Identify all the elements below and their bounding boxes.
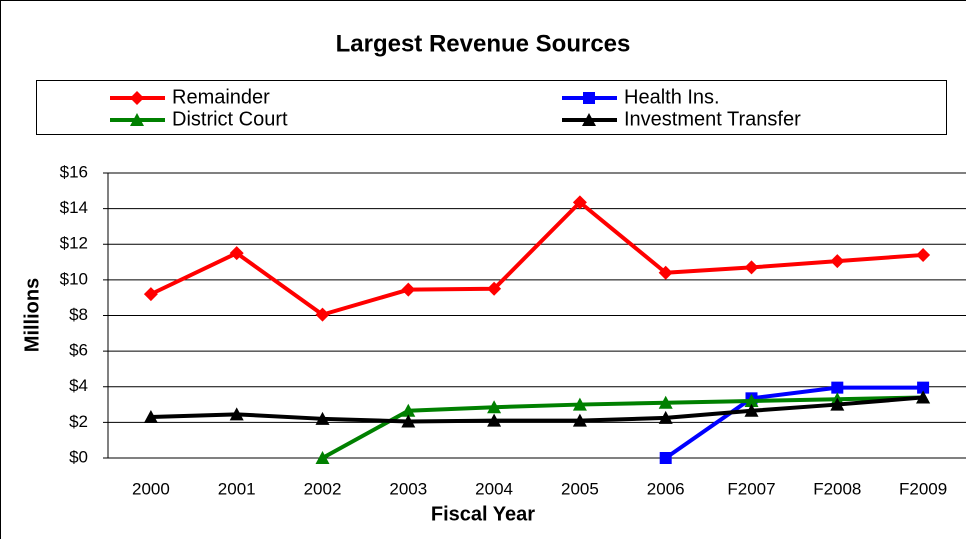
y-tick-label: $4 <box>69 376 88 395</box>
data-point <box>229 246 244 261</box>
data-point <box>916 247 931 262</box>
data-point <box>659 452 672 464</box>
data-point <box>143 410 158 424</box>
x-tick-label: F2007 <box>727 479 775 498</box>
data-point <box>658 410 673 424</box>
x-tick-label: 2006 <box>647 479 685 498</box>
data-point <box>143 287 158 302</box>
data-point <box>744 394 759 407</box>
data-point <box>315 307 330 322</box>
x-axis-title: Fiscal Year <box>431 503 535 525</box>
data-point <box>831 381 844 394</box>
series-line <box>150 200 924 317</box>
legend-label: Remainder <box>172 86 270 108</box>
y-tick-label: $0 <box>69 447 88 466</box>
data-point <box>401 282 416 297</box>
data-point <box>917 381 930 394</box>
data-point <box>572 397 587 411</box>
data-point <box>744 260 759 275</box>
legend-marker <box>130 113 144 126</box>
x-tick-label: 2001 <box>218 479 256 498</box>
x-tick-label: 2003 <box>389 479 427 498</box>
data-point <box>916 390 931 404</box>
x-tick-label: F2009 <box>899 479 947 498</box>
legend-marker <box>582 113 596 126</box>
data-point <box>315 411 330 425</box>
data-point <box>487 281 502 296</box>
y-tick-label: $14 <box>60 198 88 217</box>
data-point <box>229 407 244 421</box>
y-tick-label: $16 <box>60 162 88 181</box>
legend-label: Health Ins. <box>624 86 720 108</box>
data-point <box>572 195 587 210</box>
chart-title: Largest Revenue Sources <box>336 30 631 57</box>
data-point <box>830 397 845 411</box>
legend-label: Investment Transfer <box>624 108 801 130</box>
data-point <box>401 414 416 428</box>
series-line <box>150 395 924 424</box>
y-tick-label: $8 <box>69 305 88 324</box>
y-tick-label: $10 <box>60 269 88 288</box>
data-point <box>658 265 673 280</box>
y-axis-title: Millions <box>21 278 43 352</box>
legend-label: District Court <box>172 108 288 130</box>
series-line <box>664 385 924 460</box>
x-tick-label: 2005 <box>561 479 599 498</box>
data-point <box>572 413 587 427</box>
legend-marker <box>583 92 595 104</box>
legend-box <box>36 80 947 135</box>
y-tick-label: $12 <box>60 234 88 253</box>
data-point <box>744 403 759 417</box>
legend-marker <box>130 91 144 105</box>
y-tick-label: $6 <box>69 341 88 360</box>
data-point <box>315 451 330 464</box>
series-line <box>321 395 924 460</box>
x-tick-label: 2000 <box>132 479 170 498</box>
data-point <box>487 413 502 427</box>
y-tick-label: $2 <box>69 412 88 431</box>
data-point <box>487 400 502 414</box>
data-point <box>830 254 845 269</box>
x-tick-label: 2004 <box>475 479 513 498</box>
data-point <box>658 395 673 409</box>
data-point <box>401 403 416 417</box>
x-tick-label: 2002 <box>304 479 342 498</box>
x-tick-label: F2008 <box>813 479 861 498</box>
